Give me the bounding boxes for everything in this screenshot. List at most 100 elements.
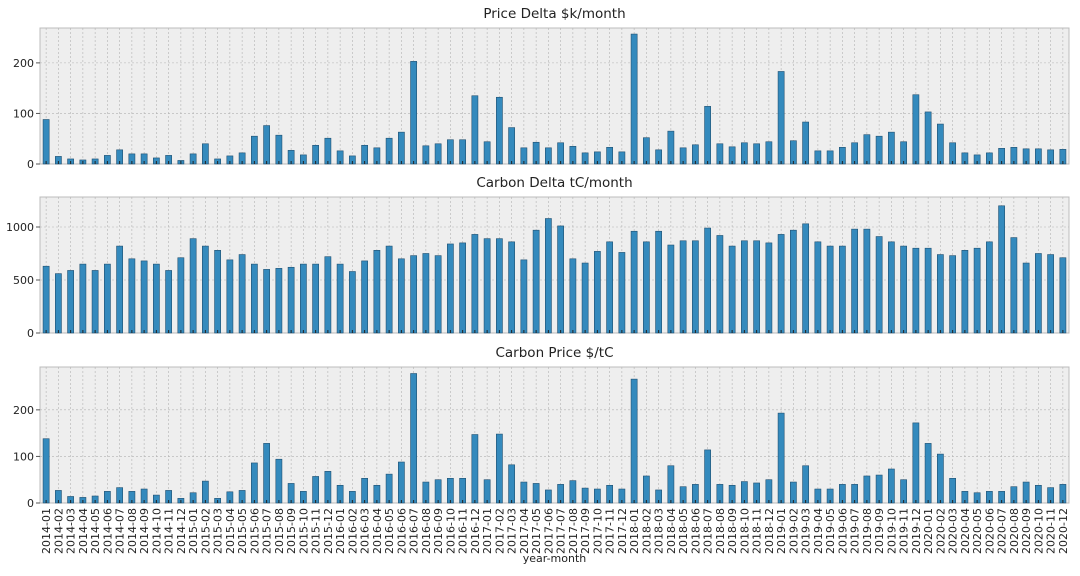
bar bbox=[937, 123, 944, 165]
x-tick-label: 2014-10 bbox=[150, 508, 163, 554]
x-tick-label: 2014-03 bbox=[65, 508, 78, 554]
bar bbox=[643, 475, 650, 504]
y-tick-label: 100 bbox=[13, 450, 34, 463]
bar bbox=[471, 434, 479, 504]
x-tick-label: 2014-07 bbox=[114, 508, 127, 554]
bar bbox=[667, 465, 675, 504]
x-tick-label: 2017-02 bbox=[493, 508, 506, 554]
bar bbox=[679, 240, 687, 334]
bar bbox=[667, 244, 675, 334]
x-tick-label: 2016-01 bbox=[334, 508, 347, 554]
bar bbox=[790, 140, 797, 165]
bar bbox=[508, 241, 515, 334]
bar bbox=[226, 259, 234, 334]
bar bbox=[912, 247, 920, 334]
bar bbox=[1010, 237, 1018, 334]
x-tick-label: 2015-02 bbox=[199, 508, 212, 554]
x-tick-label: 2019-03 bbox=[800, 508, 813, 554]
bar bbox=[851, 228, 858, 334]
bar bbox=[459, 478, 466, 504]
bar bbox=[483, 238, 491, 334]
bar bbox=[496, 433, 503, 504]
x-tick-label: 2016-07 bbox=[408, 508, 421, 554]
bar bbox=[202, 480, 209, 504]
bar bbox=[630, 33, 638, 165]
bar bbox=[949, 255, 956, 334]
bar bbox=[42, 119, 50, 165]
x-tick-label: 2018-10 bbox=[738, 508, 751, 554]
bar bbox=[251, 462, 258, 504]
x-tick-label: 2017-06 bbox=[542, 508, 555, 554]
bar bbox=[1035, 253, 1042, 334]
x-tick-label: 2015-06 bbox=[248, 508, 261, 554]
bar bbox=[91, 270, 99, 334]
bar bbox=[606, 241, 613, 334]
bar bbox=[385, 137, 393, 165]
bar bbox=[398, 258, 405, 334]
bar bbox=[471, 95, 479, 165]
bar bbox=[986, 241, 993, 334]
x-tick-label: 2017-03 bbox=[506, 508, 519, 554]
bar bbox=[728, 245, 736, 334]
bar bbox=[900, 141, 907, 165]
x-tick-label: 2017-05 bbox=[530, 508, 543, 554]
bar bbox=[863, 228, 871, 334]
y-tick-label: 0 bbox=[27, 327, 34, 340]
x-tick-label: 2018-12 bbox=[763, 508, 776, 554]
bar bbox=[312, 476, 319, 504]
bar bbox=[520, 481, 528, 504]
x-tick-label: 2018-09 bbox=[726, 508, 739, 554]
bar bbox=[888, 241, 895, 334]
x-tick-label: 2020-12 bbox=[1057, 508, 1070, 554]
y-tick-label: 0 bbox=[27, 158, 34, 171]
bar bbox=[263, 269, 270, 334]
x-tick-label: 2020-01 bbox=[922, 508, 935, 554]
bar bbox=[520, 259, 528, 334]
bar bbox=[496, 238, 503, 334]
x-tick-label: 2020-08 bbox=[1008, 508, 1021, 554]
bar bbox=[692, 240, 699, 334]
x-tick-label: 2017-10 bbox=[591, 508, 604, 554]
x-tick-label: 2015-07 bbox=[261, 508, 274, 554]
x-axis-label: year-month bbox=[523, 552, 587, 565]
x-tick-label: 2020-04 bbox=[959, 508, 972, 554]
x-tick-label: 2015-03 bbox=[212, 508, 225, 554]
bar bbox=[790, 481, 797, 504]
bar bbox=[398, 461, 405, 504]
bar bbox=[618, 252, 626, 334]
x-tick-label: 2020-05 bbox=[971, 508, 984, 554]
bar bbox=[630, 378, 638, 504]
bar bbox=[802, 223, 809, 334]
x-tick-label: 2020-09 bbox=[1020, 508, 1033, 554]
bar bbox=[67, 270, 74, 334]
bar bbox=[275, 134, 283, 165]
x-tick-label: 2019-10 bbox=[885, 508, 898, 554]
bar bbox=[924, 247, 932, 334]
bar bbox=[643, 137, 650, 165]
bar bbox=[324, 256, 332, 334]
chart-title: Carbon Delta tC/month bbox=[476, 175, 632, 191]
bar bbox=[447, 139, 454, 165]
bar bbox=[704, 106, 711, 165]
bar bbox=[55, 273, 62, 334]
bar bbox=[753, 240, 760, 334]
x-tick-label: 2017-08 bbox=[567, 508, 580, 554]
bar bbox=[153, 263, 160, 334]
bar bbox=[888, 131, 895, 165]
bar bbox=[422, 481, 430, 504]
bar bbox=[349, 271, 356, 334]
bar bbox=[361, 478, 368, 504]
bar bbox=[471, 234, 479, 334]
x-tick-label: 2014-02 bbox=[52, 508, 65, 554]
y-tick-label: 0 bbox=[27, 497, 34, 510]
bar bbox=[802, 465, 809, 504]
bar bbox=[275, 268, 283, 334]
bar bbox=[741, 481, 748, 504]
bar bbox=[508, 127, 515, 165]
bar bbox=[826, 245, 834, 334]
x-tick-label: 2020-03 bbox=[947, 508, 960, 554]
x-tick-label: 2015-04 bbox=[224, 508, 237, 554]
bar bbox=[263, 443, 270, 504]
bar bbox=[42, 265, 50, 334]
bar bbox=[324, 137, 332, 165]
